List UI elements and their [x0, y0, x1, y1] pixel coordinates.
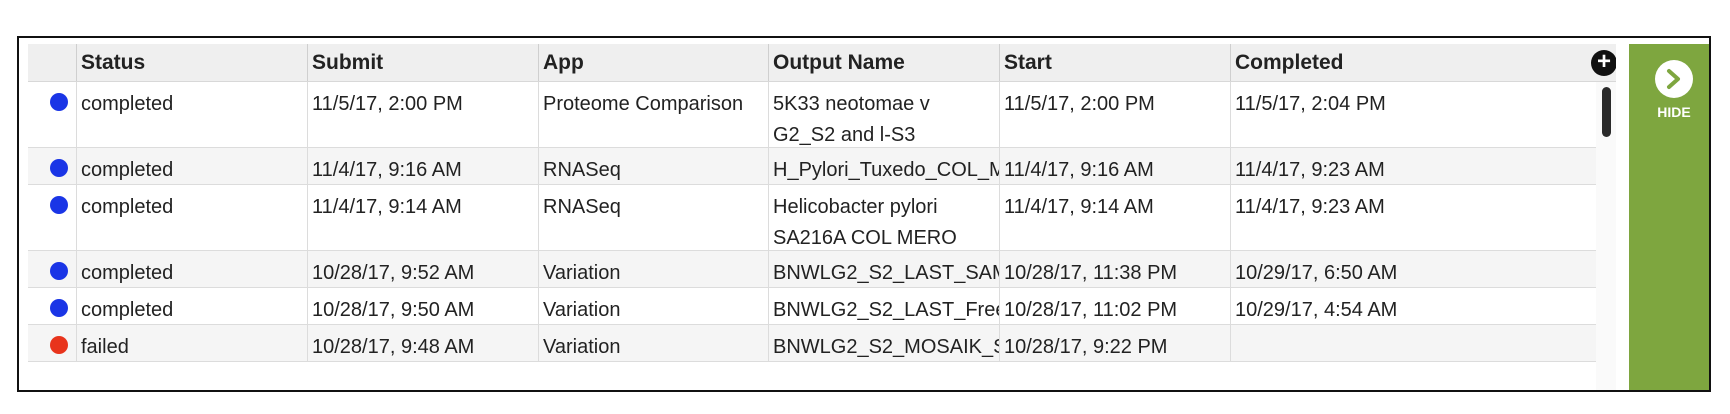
header-submit[interactable]: Submit [307, 44, 538, 81]
table-row[interactable]: completed 10/28/17, 9:50 AM Variation BNWLG… [28, 288, 1597, 325]
jobs-grid: Status Submit App Output Name Start Comp… [28, 44, 1616, 390]
status-dot-icon [50, 262, 68, 280]
start-cell: 10/28/17, 11:38 PM [999, 251, 1230, 287]
header-completed[interactable]: Completed [1230, 44, 1590, 81]
start-cell: 11/4/17, 9:16 AM [999, 148, 1230, 184]
add-column-icon[interactable]: + [1591, 50, 1616, 76]
completed-cell: 10/29/17, 6:50 AM [1230, 251, 1597, 287]
app-cell: Variation [538, 251, 768, 287]
header-start[interactable]: Start [999, 44, 1230, 81]
status-dot-icon [50, 336, 68, 354]
completed-cell: 11/4/17, 9:23 AM [1230, 185, 1597, 250]
output-name-cell: BNWLG2_S2_LAST_Freel [768, 288, 999, 324]
status-dot-cell [28, 185, 76, 250]
status-cell: completed [76, 288, 307, 324]
completed-cell: 11/5/17, 2:04 PM [1230, 82, 1597, 147]
output-name-cell: BNWLG2_S2_LAST_SAM [768, 251, 999, 287]
completed-cell: 10/29/17, 4:54 AM [1230, 288, 1597, 324]
submit-cell: 11/5/17, 2:00 PM [307, 82, 538, 147]
app-cell: RNASeq [538, 185, 768, 250]
table-row[interactable]: completed 11/5/17, 2:00 PM Proteome Compar… [28, 82, 1597, 148]
status-dot-icon [50, 299, 68, 317]
hide-label: HIDE [1657, 104, 1691, 120]
header-output-name[interactable]: Output Name [768, 44, 999, 81]
status-dot-icon [50, 196, 68, 214]
status-dot-cell [28, 82, 76, 147]
table-row[interactable]: completed 10/28/17, 9:52 AM Variation BNWLG… [28, 251, 1597, 288]
grid-header: Status Submit App Output Name Start Comp… [28, 44, 1616, 82]
submit-cell: 10/28/17, 9:52 AM [307, 251, 538, 287]
submit-cell: 10/28/17, 9:48 AM [307, 325, 538, 361]
hide-panel-button[interactable]: HIDE [1629, 44, 1709, 390]
completed-cell: 11/4/17, 9:23 AM [1230, 148, 1597, 184]
output-name-cell: 5K33 neotomae v G2_S2 and l-S3 [768, 82, 999, 147]
chevron-right-circle-icon [1655, 60, 1693, 98]
table-row[interactable]: failed 10/28/17, 9:48 AM Variation BNWLG2_S… [28, 325, 1597, 362]
scrollbar-thumb[interactable] [1602, 87, 1611, 137]
submit-cell: 11/4/17, 9:16 AM [307, 148, 538, 184]
status-cell: failed [76, 325, 307, 361]
start-cell: 10/28/17, 9:22 PM [999, 325, 1230, 361]
table-row[interactable]: completed 11/4/17, 9:14 AM RNASeq Helicobac… [28, 185, 1597, 251]
submit-cell: 10/28/17, 9:50 AM [307, 288, 538, 324]
output-name-cell: H_Pylori_Tuxedo_COL_MI [768, 148, 999, 184]
completed-cell [1230, 325, 1597, 361]
status-dot-cell [28, 325, 76, 361]
header-status-dot[interactable] [28, 44, 76, 81]
status-dot-icon [50, 93, 68, 111]
status-dot-cell [28, 148, 76, 184]
app-cell: RNASeq [538, 148, 768, 184]
header-status[interactable]: Status [76, 44, 307, 81]
vertical-scrollbar[interactable] [1596, 82, 1616, 390]
status-cell: completed [76, 82, 307, 147]
table-row[interactable]: completed 11/4/17, 9:16 AM RNASeq H_Pylori_… [28, 148, 1597, 185]
output-name-cell: BNWLG2_S2_MOSAIK_S/ [768, 325, 999, 361]
header-app[interactable]: App [538, 44, 768, 81]
status-dot-cell [28, 288, 76, 324]
start-cell: 10/28/17, 11:02 PM [999, 288, 1230, 324]
status-cell: completed [76, 251, 307, 287]
app-cell: Variation [538, 288, 768, 324]
status-cell: completed [76, 185, 307, 250]
output-name-cell: Helicobacter pylori SA216A COL MERO [768, 185, 999, 250]
app-cell: Proteome Comparison [538, 82, 768, 147]
status-dot-cell [28, 251, 76, 287]
start-cell: 11/5/17, 2:00 PM [999, 82, 1230, 147]
jobs-panel: Status Submit App Output Name Start Comp… [17, 36, 1711, 392]
app-cell: Variation [538, 325, 768, 361]
submit-cell: 11/4/17, 9:14 AM [307, 185, 538, 250]
status-cell: completed [76, 148, 307, 184]
status-dot-icon [50, 159, 68, 177]
start-cell: 11/4/17, 9:14 AM [999, 185, 1230, 250]
